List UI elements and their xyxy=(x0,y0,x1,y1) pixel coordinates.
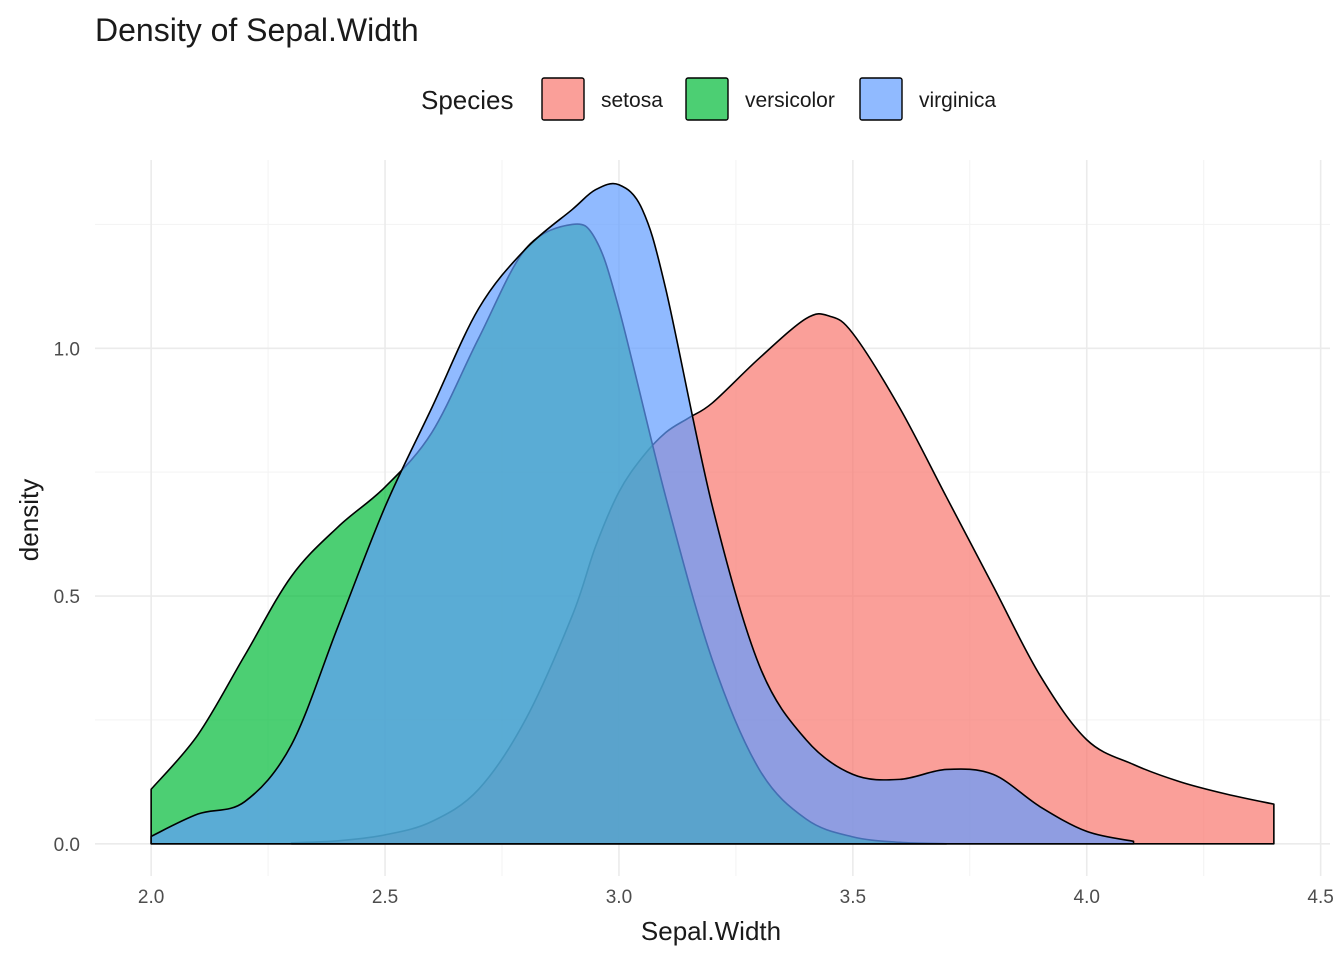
legend: Species setosa versicolor virginica xyxy=(421,77,996,121)
legend-label-virginica: virginica xyxy=(919,89,996,112)
legend-swatch-versicolor xyxy=(685,77,729,121)
x-tick-label: 2.5 xyxy=(372,887,398,908)
x-tick-label: 3.5 xyxy=(840,887,866,908)
density-area-virginica xyxy=(150,182,1135,845)
axis-ticks: 2.0 2.5 3.0 3.5 4.0 4.5 0.0 0.5 1.0 xyxy=(54,339,1334,908)
legend-item-versicolor: versicolor xyxy=(685,77,835,121)
y-axis-title: density xyxy=(14,479,44,561)
x-tick-label: 4.0 xyxy=(1074,887,1100,908)
y-tick-label: 0.0 xyxy=(54,835,80,856)
legend-swatch-virginica xyxy=(859,77,903,121)
legend-item-setosa: setosa xyxy=(541,77,663,121)
density-areas xyxy=(150,182,1275,845)
legend-title: Species xyxy=(421,85,514,115)
legend-label-setosa: setosa xyxy=(601,89,663,112)
x-tick-label: 4.5 xyxy=(1307,887,1333,908)
legend-swatch-setosa xyxy=(541,77,585,121)
x-axis-title: Sepal.Width xyxy=(641,916,781,946)
legend-item-virginica: virginica xyxy=(859,77,996,121)
legend-label-versicolor: versicolor xyxy=(745,89,835,112)
x-tick-label: 2.0 xyxy=(138,887,164,908)
y-tick-label: 0.5 xyxy=(54,587,80,608)
x-tick-label: 3.0 xyxy=(606,887,632,908)
y-tick-label: 1.0 xyxy=(54,339,80,360)
chart-title: Density of Sepal.Width xyxy=(95,12,419,48)
